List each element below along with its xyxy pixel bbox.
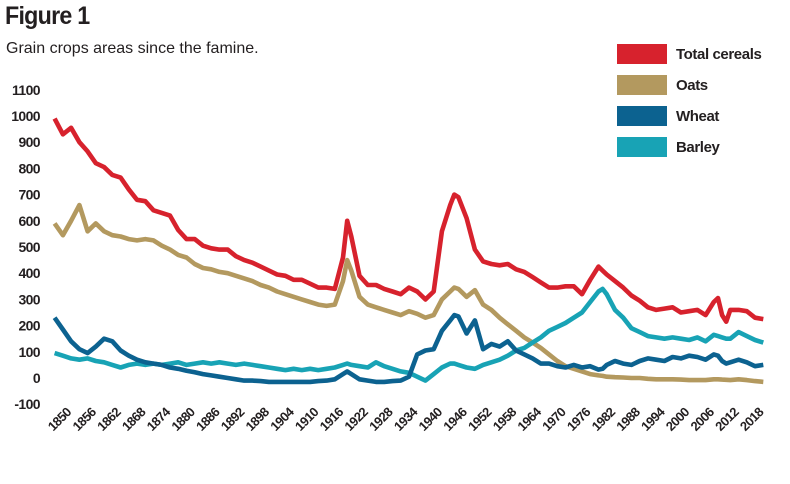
series-line-barley — [53, 286, 764, 383]
x-tick-label: 1856 — [69, 404, 99, 434]
y-tick-label: 600 — [18, 213, 40, 229]
series-line-total-cereals — [52, 117, 764, 325]
x-tick-label: 1922 — [341, 404, 371, 434]
x-tick-label: 1874 — [144, 404, 174, 434]
chart-legend: Total cereals Oats Wheat Barley — [617, 44, 762, 157]
x-tick-label: 1946 — [440, 404, 470, 434]
x-tick-label: 1898 — [243, 404, 273, 434]
figure-label: Figure 1 — [5, 2, 90, 30]
y-tick-label: 0 — [33, 370, 41, 386]
x-tick-label: 1982 — [589, 404, 619, 434]
x-tick-label: 1880 — [168, 404, 198, 434]
x-tick-label: 2006 — [687, 404, 717, 434]
legend-swatch-icon — [617, 75, 667, 95]
legend-swatch-icon — [617, 106, 667, 126]
series-line-oats — [52, 202, 764, 385]
legend-item: Barley — [617, 137, 761, 157]
x-tick-label: 1988 — [613, 404, 643, 434]
x-tick-label: 1910 — [292, 404, 322, 434]
y-tick-label: 800 — [18, 160, 40, 176]
x-tick-label: 1904 — [267, 404, 297, 434]
y-tick-label: 1100 — [12, 82, 41, 98]
y-tick-label: 300 — [18, 291, 40, 307]
legend-label: Barley — [676, 138, 720, 156]
legend-swatch-icon — [617, 44, 667, 64]
x-tick-label: 1934 — [391, 404, 421, 434]
figure-caption: Grain crops areas since the famine. — [6, 40, 259, 57]
x-tick-label: 1970 — [539, 404, 569, 434]
x-tick-label: 1928 — [366, 404, 396, 434]
legend-item: Total cereals — [617, 44, 762, 64]
x-tick-label: 2018 — [737, 404, 767, 434]
legend-item: Wheat — [617, 106, 761, 126]
y-tick-label: 100 — [18, 344, 40, 360]
y-tick-label: 1000 — [11, 108, 41, 124]
x-tick-label: 1994 — [638, 404, 668, 434]
legend-swatch-icon — [617, 137, 667, 157]
x-tick-label: 1964 — [514, 404, 544, 434]
x-tick-label: 1916 — [317, 404, 347, 434]
x-tick-label: 1958 — [490, 404, 520, 434]
x-tick-label: 1850 — [45, 404, 75, 434]
x-tick-label: 1868 — [119, 404, 149, 434]
x-tick-label: 1976 — [564, 404, 594, 434]
y-tick-label: -100 — [14, 396, 40, 412]
y-tick-label: 400 — [18, 265, 40, 281]
y-tick-label: 700 — [18, 187, 40, 203]
x-tick-label: 2000 — [663, 404, 693, 434]
y-tick-label: 900 — [18, 134, 40, 150]
x-tick-label: 2012 — [712, 404, 742, 434]
y-tick-label: 500 — [18, 239, 40, 255]
x-tick-label: 1862 — [94, 404, 124, 434]
x-tick-label: 1952 — [465, 404, 495, 434]
legend-item: Oats — [617, 75, 761, 95]
x-tick-label: 1940 — [416, 404, 446, 434]
y-tick-label: 200 — [18, 318, 40, 334]
x-tick-label: 1892 — [218, 404, 248, 434]
series-line-wheat — [52, 312, 764, 385]
legend-label: Total cereals — [676, 45, 762, 63]
legend-label: Wheat — [676, 107, 720, 125]
x-tick-label: 1886 — [193, 404, 223, 434]
legend-label: Oats — [676, 76, 708, 94]
